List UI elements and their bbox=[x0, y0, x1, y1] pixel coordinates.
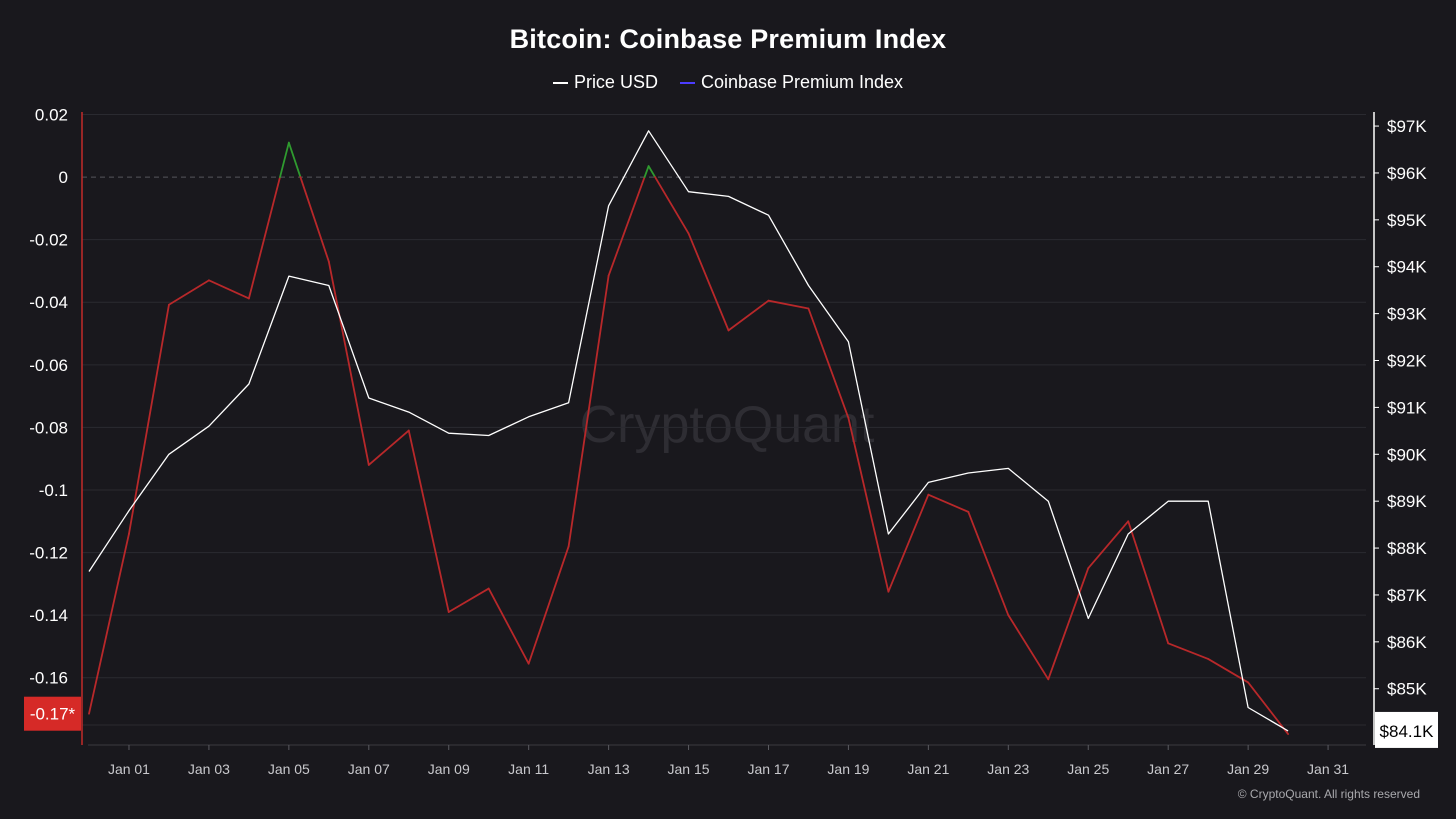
x-tick-label: Jan 31 bbox=[1307, 761, 1349, 777]
right-tick-label: $87K bbox=[1387, 586, 1427, 605]
premium-index-segment bbox=[487, 587, 530, 665]
left-tick-label: -0.08 bbox=[29, 418, 68, 437]
premium-index-segment bbox=[567, 274, 610, 548]
watermark-logo: CryptoQuant bbox=[580, 396, 875, 454]
x-tick-label: Jan 29 bbox=[1227, 761, 1269, 777]
premium-index-segment bbox=[767, 299, 810, 310]
x-tick-label: Jan 15 bbox=[668, 761, 710, 777]
legend-label-premium: Coinbase Premium Index bbox=[700, 72, 904, 92]
premium-index-segment bbox=[527, 545, 570, 665]
right-tick-label: $85K bbox=[1387, 680, 1427, 699]
premium-index-segment bbox=[967, 510, 1010, 617]
premium-index-segment bbox=[1167, 642, 1210, 660]
series-lines bbox=[88, 130, 1289, 735]
premium-index-segment bbox=[654, 176, 690, 235]
premium-index-segment bbox=[299, 176, 330, 263]
premium-index-segment bbox=[727, 299, 770, 332]
premium-index-segment bbox=[927, 493, 970, 513]
chart-legend: Price USD Coinbase Premium Index bbox=[0, 72, 1456, 93]
x-tick-label: Jan 11 bbox=[508, 761, 549, 777]
premium-index-segment bbox=[1207, 658, 1250, 684]
left-tick-label: -0.12 bbox=[29, 544, 68, 563]
x-tick-label: Jan 09 bbox=[428, 761, 470, 777]
premium-index-segment bbox=[128, 303, 170, 535]
right-tick-label: $96K bbox=[1387, 164, 1427, 183]
right-tick-label: $95K bbox=[1387, 211, 1427, 230]
grid-lines bbox=[82, 114, 1366, 726]
premium-index-segment bbox=[1247, 681, 1289, 735]
x-tick-label: Jan 23 bbox=[987, 761, 1029, 777]
right-tick-label: $93K bbox=[1387, 305, 1427, 324]
left-tick-label: -0.16 bbox=[29, 669, 68, 688]
premium-index-segment bbox=[279, 141, 290, 178]
premium-index-segment bbox=[1047, 567, 1090, 681]
right-tick-label: $97K bbox=[1387, 117, 1427, 136]
left-current-value-badge bbox=[24, 696, 81, 731]
x-tick-label: Jan 07 bbox=[348, 761, 390, 777]
premium-index-segment bbox=[887, 493, 930, 593]
right-tick-label: $90K bbox=[1387, 445, 1427, 464]
right-current-value-badge bbox=[1375, 711, 1438, 748]
right-tick-label: $91K bbox=[1387, 398, 1427, 417]
x-tick-label: Jan 17 bbox=[747, 761, 789, 777]
right-tick-label: $89K bbox=[1387, 492, 1427, 511]
right-tick-label: $88K bbox=[1387, 539, 1427, 558]
left-tick-label: -0.14 bbox=[29, 606, 68, 625]
right-tick-label: $92K bbox=[1387, 352, 1427, 371]
premium-index-segment bbox=[1087, 520, 1130, 570]
premium-index-segment bbox=[647, 165, 656, 178]
premium-index-segment bbox=[607, 176, 646, 277]
legend-swatch-premium bbox=[679, 81, 695, 84]
premium-index-segment bbox=[208, 279, 250, 300]
chart-title: Bitcoin: Coinbase Premium Index bbox=[509, 24, 947, 54]
right-current-value-label: $84.1K bbox=[1380, 722, 1435, 741]
premium-index-segment bbox=[847, 417, 890, 593]
legend-item-premium-index[interactable]: Coinbase Premium Index bbox=[679, 72, 904, 93]
x-tick-label: Jan 27 bbox=[1147, 761, 1189, 777]
x-tick-label: Jan 19 bbox=[827, 761, 869, 777]
x-tick-label: Jan 03 bbox=[188, 761, 230, 777]
price-usd-line bbox=[88, 130, 1289, 732]
premium-index-segment bbox=[168, 279, 210, 306]
premium-index-segment bbox=[643, 165, 650, 178]
legend-label-price: Price USD bbox=[573, 72, 658, 92]
legend-item-price-usd[interactable]: Price USD bbox=[552, 72, 658, 93]
left-tick-label: 0 bbox=[59, 168, 68, 187]
x-tick-label: Jan 05 bbox=[268, 761, 310, 777]
x-tick-label: Jan 13 bbox=[588, 761, 630, 777]
premium-index-segment bbox=[1007, 614, 1050, 681]
premium-index-segment bbox=[88, 532, 130, 715]
left-tick-label: -0.06 bbox=[29, 356, 68, 375]
right-tick-label: $86K bbox=[1387, 633, 1427, 652]
current-value-badges: -0.17* $84.1K bbox=[24, 696, 1438, 748]
tick-labels: 0.02 0 -0.02 -0.04 -0.06 -0.08 -0.1 -0.12 -0.14 -… bbox=[29, 106, 1427, 777]
x-tick-label: Jan 21 bbox=[907, 761, 949, 777]
x-tick-label: Jan 01 bbox=[108, 761, 150, 777]
x-tick-label: Jan 25 bbox=[1067, 761, 1109, 777]
premium-index-segment bbox=[687, 232, 730, 332]
left-tick-label: -0.1 bbox=[39, 481, 68, 500]
left-current-value-label: -0.17* bbox=[30, 705, 76, 724]
premium-index-segment bbox=[247, 176, 281, 300]
copyright-notice: © CryptoQuant. All rights reserved bbox=[1237, 787, 1420, 801]
left-tick-label: -0.04 bbox=[29, 293, 68, 312]
left-tick-label: -0.02 bbox=[29, 231, 68, 250]
premium-index-segment bbox=[407, 429, 450, 613]
right-tick-label: $94K bbox=[1387, 258, 1427, 277]
premium-index-segment bbox=[447, 587, 490, 613]
premium-index-segment bbox=[807, 307, 850, 419]
premium-index-segment bbox=[1127, 520, 1170, 645]
legend-swatch-price bbox=[552, 81, 568, 84]
premium-index-segment bbox=[367, 429, 410, 466]
premium-index-segment bbox=[327, 260, 370, 466]
premium-index-segment bbox=[287, 141, 302, 178]
axes bbox=[81, 112, 1379, 750]
left-tick-label: 0.02 bbox=[35, 106, 68, 125]
